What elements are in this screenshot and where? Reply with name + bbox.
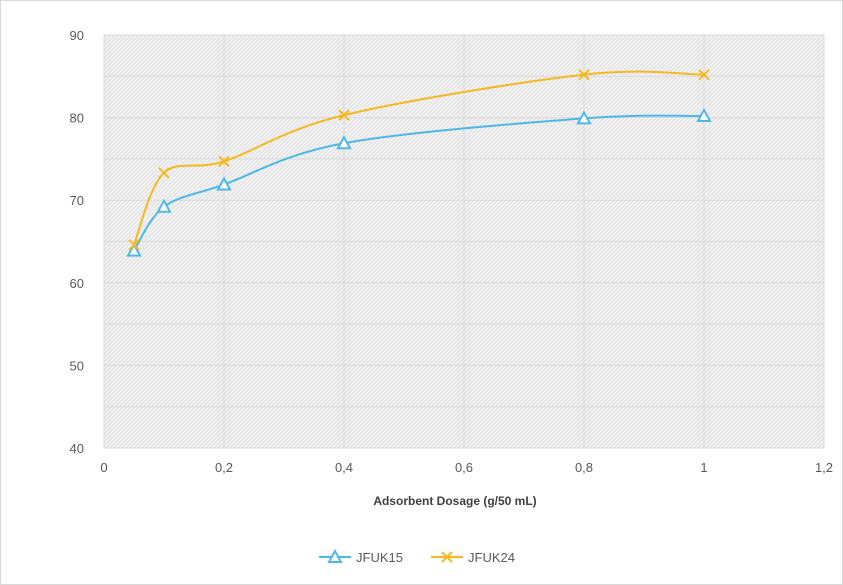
- y-tick-label: 60: [70, 276, 84, 291]
- legend-item-jfuk24: JFUK24: [431, 550, 515, 565]
- x-tick-label: 0,8: [575, 460, 593, 475]
- y-tick-label: 50: [70, 358, 84, 373]
- legend-marker-jfuk15: [327, 548, 343, 563]
- legend-label-jfuk15: JFUK15: [356, 550, 403, 565]
- y-tick-label: 40: [70, 441, 84, 456]
- data-point-jfuk24: [128, 239, 140, 251]
- x-tick-label: 0,6: [455, 460, 473, 475]
- axes: 40 50 60 70 80 90 0 0,2 0,4 0,6 0,8 1 1,2: [70, 28, 834, 475]
- data-point-jfuk24: [218, 155, 230, 168]
- x-tick-label: 0: [100, 460, 107, 475]
- y-tick-label: 70: [70, 193, 84, 208]
- data-point-jfuk15: [696, 107, 712, 122]
- y-tick-label: 90: [70, 28, 84, 43]
- data-point-jfuk15: [336, 135, 352, 150]
- data-point-jfuk24: [338, 109, 350, 121]
- data-point-jfuk24: [578, 68, 590, 81]
- x-axis-title: Adsorbent Dosage (g/50 mL): [373, 494, 536, 508]
- gridlines: [103, 34, 825, 449]
- legend-label-jfuk24: JFUK24: [468, 550, 515, 565]
- data-point-jfuk24: [158, 167, 170, 179]
- x-tick-label: 1,2: [815, 460, 833, 475]
- legend-marker-jfuk24: [441, 551, 453, 563]
- y-tick-label: 80: [70, 111, 84, 126]
- data-point-jfuk15: [156, 198, 172, 213]
- data-point-jfuk24: [698, 68, 710, 81]
- legend: JFUK15 JFUK24: [319, 548, 515, 565]
- series-layer: [126, 68, 712, 257]
- data-point-jfuk15: [216, 176, 232, 191]
- legend-item-jfuk15: JFUK15: [319, 548, 403, 565]
- data-point-jfuk15: [126, 242, 142, 257]
- data-point-jfuk15: [576, 110, 592, 125]
- x-tick-label: 0,4: [335, 460, 353, 475]
- x-tick-label: 1: [700, 460, 707, 475]
- x-tick-label: 0,2: [215, 460, 233, 475]
